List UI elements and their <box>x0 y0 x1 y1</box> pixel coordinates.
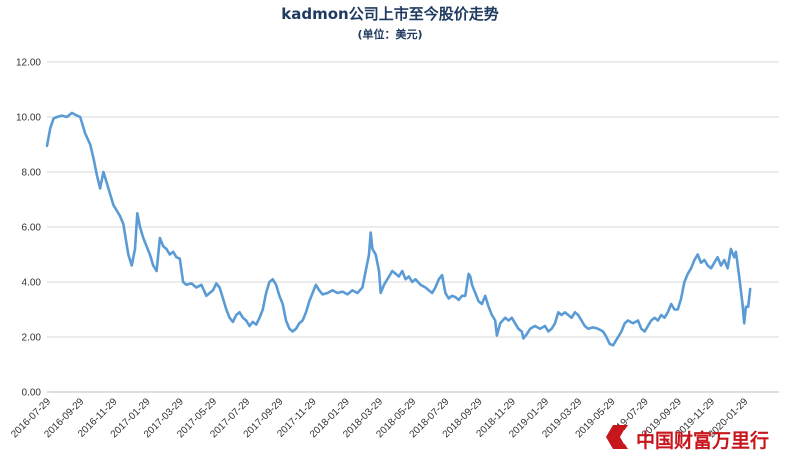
watermark-logo-icon <box>606 425 631 449</box>
series-line-0 <box>45 111 752 347</box>
series-layer <box>45 111 752 347</box>
y-tick-label: 12.00 <box>16 58 41 69</box>
y-axis-ticks: 0.00 2.00 4.00 6.00 8.00 10.00 12.00 <box>16 58 41 399</box>
chart-title: kadmon公司上市至今股价走势 <box>281 5 498 23</box>
y-tick-label: 8.00 <box>22 168 42 179</box>
watermark-text: 中国财富万里行 <box>636 429 769 452</box>
watermark: 中国财富万里行 <box>606 425 769 452</box>
chart-subtitle: (单位：美元) <box>357 27 422 41</box>
y-tick-label: 0.00 <box>22 388 42 399</box>
y-tick-label: 10.00 <box>16 113 41 124</box>
y-tick-label: 4.00 <box>22 278 42 289</box>
y-tick-label: 6.00 <box>22 223 42 234</box>
gridlines <box>47 61 779 393</box>
y-tick-label: 2.00 <box>22 333 42 344</box>
